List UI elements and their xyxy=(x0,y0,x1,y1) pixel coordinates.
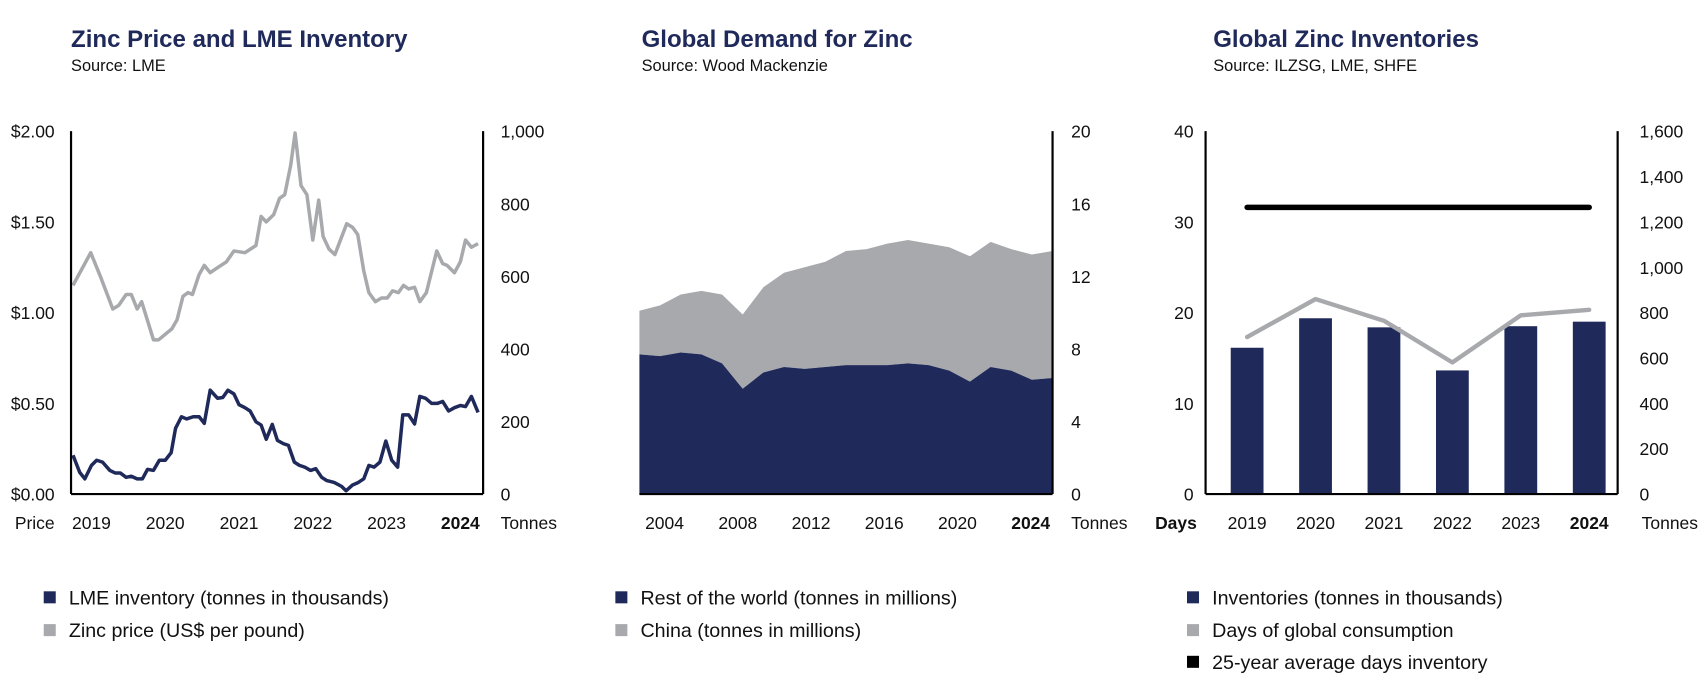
x-tick-label: 2024 xyxy=(1570,513,1609,533)
legend-swatch-black xyxy=(1186,655,1200,668)
chart-zinc-price-inventory: Zinc Price and LME Inventory Source: LME… xyxy=(11,26,557,533)
right-tick-label: 0 xyxy=(1640,485,1650,505)
legend-item: LME inventory (tonnes in thousands) xyxy=(69,587,389,609)
left-tick-label: 40 xyxy=(1174,122,1194,142)
right-tick-label: 800 xyxy=(1640,303,1669,323)
legend-item: Rest of the world (tonnes in millions) xyxy=(640,587,957,609)
left-tick-label: $1.00 xyxy=(11,303,55,323)
x-tick-label: 2021 xyxy=(1365,513,1404,533)
right-tick-label: 200 xyxy=(1640,439,1669,459)
left-tick-label: $0.00 xyxy=(11,485,55,505)
inventory-bar xyxy=(1299,318,1332,495)
x-tick-label: 2023 xyxy=(1501,513,1540,533)
chart-global-demand: Global Demand for Zinc Source: Wood Mack… xyxy=(639,26,1128,533)
inventory-bar xyxy=(1367,327,1401,495)
chart-source: Source: ILZSG, LME, SHFE xyxy=(1213,57,1417,75)
right-tick-label: 8 xyxy=(1071,339,1081,359)
right-tick-label: 1,000 xyxy=(1640,258,1684,278)
legend-item: 25-year average days inventory xyxy=(1212,652,1488,674)
right-tick-label: 20 xyxy=(1071,122,1091,142)
chart-title: Zinc Price and LME Inventory xyxy=(71,26,408,53)
x-tick-label: 2004 xyxy=(645,513,684,533)
legend-swatch-navy xyxy=(1186,591,1200,604)
inventory-bar xyxy=(1572,321,1606,495)
right-tick-label: 4 xyxy=(1071,412,1081,432)
right-tick-label: 0 xyxy=(1071,485,1081,505)
x-tick-label: 2016 xyxy=(865,513,904,533)
price-line xyxy=(71,131,479,342)
legend-item: Inventories (tonnes in thousands) xyxy=(1212,587,1503,609)
right-tick-label: 1,200 xyxy=(1640,212,1684,232)
left-tick-label: $0.50 xyxy=(11,394,55,414)
inventory-bar xyxy=(1435,370,1469,495)
x-tick-label: 2024 xyxy=(1011,513,1050,533)
right-axis-label: Tonnes xyxy=(501,513,558,533)
legend-chart-3: Inventories (tonnes in thousands) Days o… xyxy=(1186,587,1503,674)
right-axis-label: Tonnes xyxy=(1642,513,1699,533)
right-tick-label: 600 xyxy=(1640,349,1669,369)
left-tick-label: 10 xyxy=(1174,394,1194,414)
right-tick-label: 600 xyxy=(501,267,530,287)
inventory-bar xyxy=(1504,326,1538,495)
china-area xyxy=(639,240,1053,389)
legend-item: China (tonnes in millions) xyxy=(640,620,861,642)
inventory-bar xyxy=(1230,347,1264,495)
x-tick-label: 2012 xyxy=(792,513,831,533)
legend-swatch-navy xyxy=(615,591,628,604)
chart-title: Global Zinc Inventories xyxy=(1213,26,1479,53)
right-tick-label: 400 xyxy=(501,339,530,359)
right-tick-label: 12 xyxy=(1071,267,1090,287)
chart-title: Global Demand for Zinc xyxy=(642,26,913,53)
legend-swatch-gray xyxy=(43,624,56,637)
x-tick-label: 2020 xyxy=(1296,513,1335,533)
x-tick-label: 2019 xyxy=(72,513,111,533)
left-tick-label: $1.50 xyxy=(11,212,55,232)
legend-swatch-gray xyxy=(615,624,628,637)
left-axis-label: Price xyxy=(15,513,55,533)
right-axis-label: Tonnes xyxy=(1071,513,1128,533)
rest-of-world-area xyxy=(639,352,1053,495)
left-axis-label: Days xyxy=(1155,513,1197,533)
x-tick-label: 2023 xyxy=(367,513,406,533)
left-tick-label: $2.00 xyxy=(11,122,55,142)
inventory-line xyxy=(71,388,480,493)
right-tick-label: 200 xyxy=(501,412,530,432)
legend-swatch-navy xyxy=(43,591,56,604)
x-tick-label: 2008 xyxy=(718,513,757,533)
legend-swatch-gray xyxy=(1186,624,1200,637)
x-tick-label: 2022 xyxy=(1433,513,1472,533)
right-tick-label: 1,000 xyxy=(501,122,545,142)
x-tick-label: 2020 xyxy=(938,513,977,533)
legend-item: Zinc price (US$ per pound) xyxy=(69,620,305,642)
chart-source: Source: Wood Mackenzie xyxy=(642,57,828,75)
left-tick-label: 30 xyxy=(1174,212,1194,232)
legend-chart-2: Rest of the world (tonnes in millions) C… xyxy=(615,587,957,642)
right-tick-label: 1,400 xyxy=(1640,167,1684,187)
right-tick-label: 400 xyxy=(1640,394,1669,414)
right-tick-label: 1,600 xyxy=(1640,122,1684,142)
x-tick-label: 2019 xyxy=(1228,513,1267,533)
legend-item: Days of global consumption xyxy=(1212,620,1453,642)
x-tick-label: 2020 xyxy=(146,513,185,533)
right-tick-label: 800 xyxy=(501,194,530,214)
chart-source: Source: LME xyxy=(71,57,166,75)
chart-global-inventories: Global Zinc Inventories Source: ILZSG, L… xyxy=(1155,26,1698,533)
legend-chart-1: LME inventory (tonnes in thousands) Zinc… xyxy=(43,587,389,642)
right-tick-label: 16 xyxy=(1071,194,1090,214)
x-tick-label: 2021 xyxy=(220,513,259,533)
x-tick-label: 2024 xyxy=(441,513,480,533)
x-tick-label: 2022 xyxy=(293,513,332,533)
days-consumption-line xyxy=(1244,296,1592,365)
left-tick-label: 0 xyxy=(1184,485,1194,505)
right-tick-label: 0 xyxy=(501,485,511,505)
left-tick-label: 20 xyxy=(1174,303,1194,323)
